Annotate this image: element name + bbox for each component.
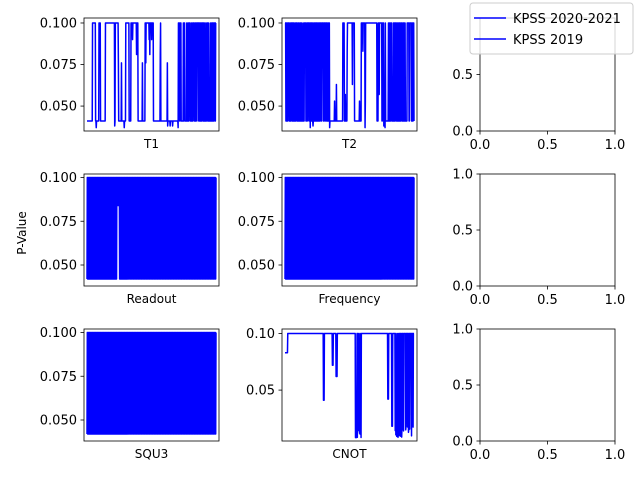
axes-frame <box>83 328 220 442</box>
subplot-7: 0.050 0.075 0.100 SQU3 <box>40 326 220 461</box>
series-line-t2 <box>284 22 415 129</box>
x-axis-label: Readout <box>127 292 177 306</box>
legend-frame <box>469 2 634 55</box>
y-tick-label: 0.100 <box>40 16 77 31</box>
axes-frame <box>281 17 418 132</box>
x-axis-label: SQU3 <box>135 447 168 461</box>
legend-label-2019: KPSS 2019 <box>513 33 583 48</box>
y-tick-label: 0.5 <box>452 68 473 83</box>
x-tick-label: 1.0 <box>605 293 626 308</box>
series-line-cnot <box>284 332 415 439</box>
x-tick-label: 0.0 <box>470 293 491 308</box>
y-tick-label: 0.050 <box>238 100 275 115</box>
shared-ylabel: P-Value <box>15 211 29 255</box>
series-line-frequency <box>284 176 415 280</box>
y-tick-label: 0.075 <box>40 215 77 230</box>
y-tick-label: 1.0 <box>452 323 473 338</box>
y-tick-label: 0.10 <box>246 327 275 342</box>
y-tick-label: 0.050 <box>40 259 77 274</box>
x-tick-label: 1.0 <box>605 448 626 463</box>
y-tick-label: 0.050 <box>238 259 275 274</box>
axes-frame <box>281 173 418 287</box>
axes-frame <box>83 17 220 132</box>
y-tick-label: 0.100 <box>40 326 77 341</box>
y-tick-label: 0.050 <box>40 100 77 115</box>
subplot-2: 0.050 0.075 0.100 T2 <box>238 16 418 151</box>
y-tick-label: 0.05 <box>246 384 275 399</box>
y-tick-label: 0.100 <box>40 171 77 186</box>
legend-label-2020-2021: KPSS 2020-2021 <box>513 12 621 27</box>
y-tick-label: 0.0 <box>452 280 473 295</box>
legend: KPSS 2020-2021 KPSS 2019 <box>469 2 634 55</box>
series-line-squ3 <box>86 331 217 435</box>
subplot-5: 0.050 0.075 0.100 Frequency <box>238 171 418 306</box>
x-tick-label: 0.0 <box>470 138 491 153</box>
x-tick-label: 0.0 <box>470 448 491 463</box>
y-tick-label: 1.0 <box>452 168 473 183</box>
y-tick-label: 0.075 <box>238 215 275 230</box>
y-tick-label: 0.075 <box>40 58 77 73</box>
subplot-6: 0.0 0.5 1.0 0.0 0.5 1.0 <box>452 168 625 309</box>
subplot-1: 0.050 0.075 0.100 T1 <box>40 16 220 151</box>
x-tick-label: 1.0 <box>605 138 626 153</box>
x-axis-label: Frequency <box>319 292 381 306</box>
y-tick-label: 0.0 <box>452 125 473 140</box>
axes-frame <box>83 173 220 287</box>
subplot-4: 0.050 0.075 0.100 Readout <box>40 171 220 306</box>
y-tick-label: 0.0 <box>452 435 473 450</box>
y-tick-label: 0.075 <box>40 370 77 385</box>
x-axis-label: CNOT <box>332 447 367 461</box>
subplot-8: 0.05 0.10 CNOT <box>246 327 418 461</box>
y-tick-label: 0.100 <box>238 171 275 186</box>
y-tick-label: 0.075 <box>238 58 275 73</box>
series-line-t1 <box>86 22 217 129</box>
y-tick-label: 0.050 <box>40 414 77 429</box>
x-axis-label: T1 <box>143 137 159 151</box>
subplot-3: 0.0 0.5 0.0 0.5 1.0 <box>452 17 626 153</box>
x-axis-label: T2 <box>341 137 357 151</box>
x-tick-label: 0.5 <box>537 293 558 308</box>
x-tick-label: 0.5 <box>537 448 558 463</box>
x-tick-label: 0.5 <box>537 138 558 153</box>
axes-frame <box>281 328 418 442</box>
y-tick-label: 0.5 <box>452 224 473 239</box>
series-line-readout <box>86 176 217 280</box>
y-tick-label: 0.5 <box>452 379 473 394</box>
subplot-9: 0.0 0.5 1.0 0.0 0.5 1.0 <box>452 323 625 464</box>
y-tick-label: 0.100 <box>238 16 275 31</box>
